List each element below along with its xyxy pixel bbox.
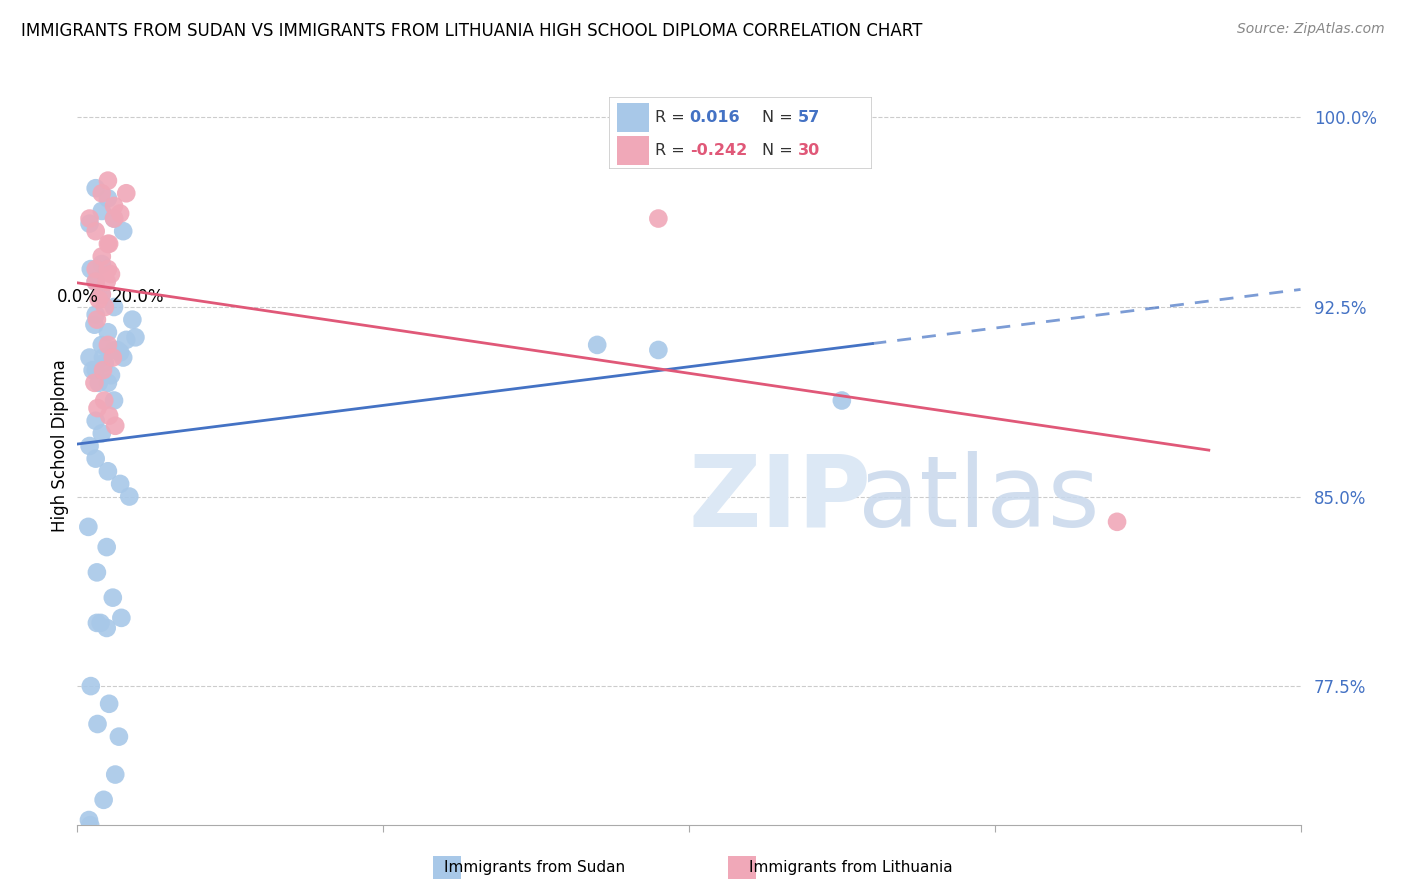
Point <box>104 418 127 433</box>
Point <box>90 287 112 301</box>
Point <box>112 351 135 365</box>
Point <box>93 793 115 807</box>
Point <box>96 540 118 554</box>
Point <box>86 312 108 326</box>
Point <box>90 338 112 352</box>
Point <box>831 393 853 408</box>
Point <box>103 211 125 226</box>
Point <box>98 409 121 423</box>
Point <box>97 376 120 390</box>
Point <box>84 451 107 466</box>
Point <box>103 199 125 213</box>
Point <box>86 717 108 731</box>
Point <box>100 267 122 281</box>
Point <box>91 363 114 377</box>
Point <box>98 697 121 711</box>
Point <box>87 293 110 307</box>
Point <box>77 813 100 827</box>
Point <box>86 401 108 416</box>
Point <box>112 224 135 238</box>
Point <box>97 325 120 339</box>
Point <box>96 275 118 289</box>
Point <box>94 300 117 314</box>
Point <box>97 174 120 188</box>
Point <box>82 363 104 377</box>
Point <box>108 345 131 359</box>
Text: Immigrants from Lithuania: Immigrants from Lithuania <box>749 860 952 874</box>
Point <box>79 211 101 226</box>
Point <box>84 224 107 238</box>
Point <box>110 611 132 625</box>
Point <box>97 262 120 277</box>
Point <box>90 426 112 441</box>
Point <box>96 621 118 635</box>
Point <box>90 257 112 271</box>
Point <box>90 250 112 264</box>
Point <box>84 308 107 322</box>
Point <box>104 767 127 781</box>
Point <box>83 318 105 332</box>
Point <box>103 300 125 314</box>
Point <box>108 477 131 491</box>
Point <box>647 211 669 226</box>
Point <box>115 333 138 347</box>
Point <box>79 217 101 231</box>
Point <box>84 275 107 289</box>
Point <box>121 312 143 326</box>
Point <box>79 439 101 453</box>
Point <box>115 186 138 201</box>
Text: 0.0%: 0.0% <box>56 288 98 306</box>
Point <box>103 343 125 357</box>
Point <box>80 679 103 693</box>
Text: Source: ZipAtlas.com: Source: ZipAtlas.com <box>1237 22 1385 37</box>
Point <box>84 181 107 195</box>
Point <box>124 330 146 344</box>
Point <box>100 368 122 383</box>
Point <box>101 351 124 365</box>
Text: atlas: atlas <box>858 450 1099 548</box>
Point <box>108 206 131 220</box>
Text: Immigrants from Sudan: Immigrants from Sudan <box>444 860 624 874</box>
Point <box>79 818 101 832</box>
Point <box>84 262 107 277</box>
Point <box>86 615 108 630</box>
Point <box>103 211 125 226</box>
Point <box>94 355 117 369</box>
Point <box>118 490 141 504</box>
Point <box>108 730 131 744</box>
Point <box>80 262 103 277</box>
Point <box>93 393 115 408</box>
Y-axis label: High School Diploma: High School Diploma <box>51 359 69 533</box>
Point <box>97 338 120 352</box>
Point <box>79 351 101 365</box>
Text: ZIP: ZIP <box>689 450 872 548</box>
Point <box>647 343 669 357</box>
Point <box>103 393 125 408</box>
Point <box>90 204 112 219</box>
Point <box>90 287 112 301</box>
Point <box>98 236 121 251</box>
Point <box>84 363 107 377</box>
Text: 20.0%: 20.0% <box>112 288 165 306</box>
Text: IMMIGRANTS FROM SUDAN VS IMMIGRANTS FROM LITHUANIA HIGH SCHOOL DIPLOMA CORRELATI: IMMIGRANTS FROM SUDAN VS IMMIGRANTS FROM… <box>21 22 922 40</box>
Point <box>83 376 105 390</box>
Point <box>1107 515 1129 529</box>
Point <box>91 351 114 365</box>
Point <box>586 338 609 352</box>
Point <box>84 414 107 428</box>
Point <box>105 343 128 357</box>
Point <box>87 376 110 390</box>
Point <box>90 615 112 630</box>
Point <box>97 464 120 478</box>
Point <box>97 191 120 205</box>
Point <box>86 566 108 580</box>
Point <box>90 186 112 201</box>
Point <box>84 275 107 289</box>
Point <box>101 591 124 605</box>
Point <box>97 236 120 251</box>
Point <box>77 520 100 534</box>
